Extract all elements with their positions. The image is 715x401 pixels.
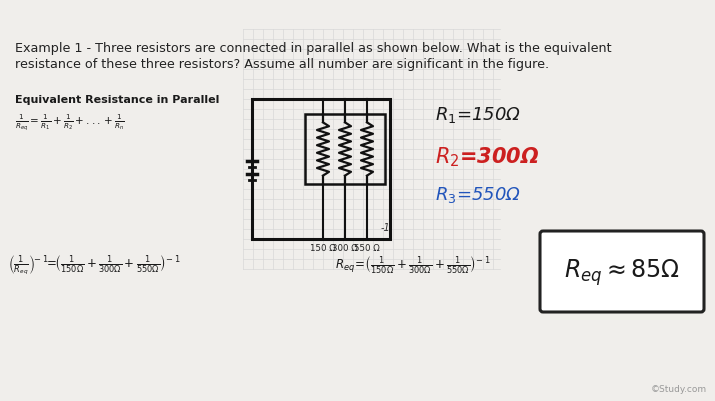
- Text: -1: -1: [380, 223, 390, 233]
- Bar: [305, 115, 385, 184]
- Text: Equivalent Resistance in Parallel: Equivalent Resistance in Parallel: [15, 95, 220, 105]
- Text: $\frac{1}{R_{eq}} = \frac{1}{R_1} + \frac{1}{R_2} + ... + \frac{1}{R_n}$: $\frac{1}{R_{eq}} = \frac{1}{R_1} + \fra…: [15, 112, 125, 132]
- Text: $R_2$=300Ω: $R_2$=300Ω: [435, 145, 539, 168]
- Text: $R_3$=550Ω: $R_3$=550Ω: [435, 184, 521, 205]
- Text: $\left(\frac{1}{R_{eq}}\right)^{\!\!-1}\!\!=\!\!\left(\frac{1}{150\Omega}+\frac{: $\left(\frac{1}{R_{eq}}\right)^{\!\!-1}\…: [8, 253, 181, 276]
- Text: $R_{eq}\!=\!\left(\frac{1}{150\Omega}+\frac{1}{300\Omega}+\frac{1}{550\Omega}\ri: $R_{eq}\!=\!\left(\frac{1}{150\Omega}+\f…: [335, 254, 491, 275]
- Text: 550 Ω: 550 Ω: [354, 243, 380, 252]
- Text: 150 Ω: 150 Ω: [310, 243, 336, 252]
- Text: Example 1 - Three resistors are connected in parallel as shown below. What is th: Example 1 - Three resistors are connecte…: [15, 42, 611, 55]
- Text: 300 Ω: 300 Ω: [332, 243, 358, 252]
- Text: resistance of these three resistors? Assume all number are significant in the fi: resistance of these three resistors? Ass…: [15, 58, 549, 71]
- FancyBboxPatch shape: [540, 231, 704, 312]
- Bar: [252, 100, 390, 239]
- Text: ©Study.com: ©Study.com: [651, 384, 707, 393]
- Text: $R_{eq}{\approx}85\Omega$: $R_{eq}{\approx}85\Omega$: [564, 257, 680, 287]
- Text: $R_1$=150Ω: $R_1$=150Ω: [435, 105, 521, 125]
